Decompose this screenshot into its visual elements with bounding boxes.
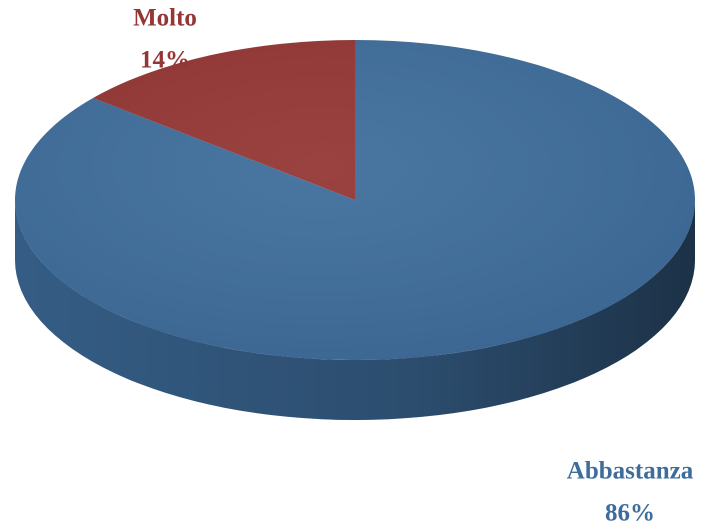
category-label: Abbastanza [567,458,694,485]
category-label: Molto [133,5,197,32]
slice-side-shade [15,200,695,420]
value-label: 14% [140,47,190,74]
pie [14,40,695,420]
value-label: 86% [605,500,655,527]
top-shade [15,40,695,360]
labels: Abbastanza 86% Molto 14% [133,5,694,527]
